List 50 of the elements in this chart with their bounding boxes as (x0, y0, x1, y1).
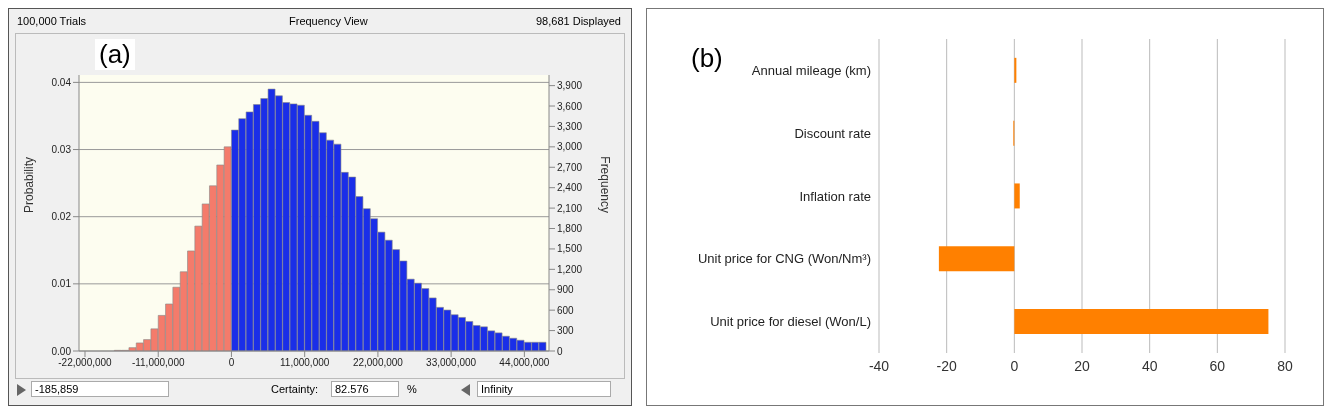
y-tick-label: 0.00 (51, 345, 72, 357)
y-axis-title: Probability (22, 156, 37, 213)
y-tick-label: Annual mileage (km) (751, 63, 871, 79)
x-tick-label: -40 (868, 357, 890, 374)
y-tick-label: 0.01 (51, 278, 72, 290)
y2-tick-label: 600 (557, 304, 575, 316)
text: (a) (95, 39, 135, 70)
y2-tick-label: 900 (557, 284, 575, 296)
y2-tick-label: 2,100 (557, 202, 583, 214)
y2-axis-title: Frequency (597, 156, 612, 213)
x-tick-label: 60 (1209, 357, 1226, 374)
y2-tick-label: 2,700 (557, 161, 583, 173)
y2-tick-label: 2,400 (557, 182, 583, 194)
x-tick-label: 40 (1141, 357, 1158, 374)
y2-tick-label: 1,800 (557, 223, 583, 235)
x-tick-label: 80 (1277, 357, 1293, 374)
text: 100,000 Trials (17, 15, 87, 27)
x-tick-label: 33,000,000 (426, 357, 477, 369)
x-tick-label: 22,000,000 (352, 357, 404, 369)
text: (b) (691, 43, 723, 74)
y-tick-label: Unit price for diesel (Won/L) (710, 314, 871, 330)
x-tick-label: 11,000,000 (280, 357, 330, 369)
y2-tick-label: 3,300 (557, 120, 583, 132)
x-tick-label: -11,000,000 (131, 357, 185, 369)
y-tick-label: 0.02 (51, 211, 72, 223)
text: -185,859 (31, 381, 169, 397)
x-tick-label: 44,000,000 (499, 357, 550, 369)
y-tick-label: Discount rate (794, 125, 871, 141)
y2-tick-label: 3,000 (557, 141, 583, 153)
text: Certainty: (271, 383, 319, 395)
text: 82.576 (331, 381, 399, 397)
y-tick-label: 0.04 (51, 76, 72, 88)
y2-tick-label: 3,900 (557, 80, 583, 92)
x-tick-label: -20 (936, 357, 957, 374)
y-tick-label: Inflation rate (799, 188, 871, 204)
text: Frequency View (289, 15, 368, 27)
text: 98,681 Displayed (535, 15, 621, 27)
x-tick-label: 20 (1074, 357, 1090, 374)
x-tick-label: 0 (1010, 357, 1019, 374)
y2-tick-label: 1,500 (557, 243, 583, 255)
y-tick-label: Unit price for CNG (Won/Nm³) (697, 251, 871, 267)
y2-tick-label: 3,600 (557, 100, 583, 112)
y2-tick-label: 300 (557, 325, 575, 337)
y-tick-label: 0.03 (51, 144, 72, 156)
y2-tick-label: 1,200 (557, 263, 583, 275)
x-tick-label: -22,000,000 (58, 357, 113, 369)
text: % (407, 383, 417, 395)
y2-tick-label: 0 (557, 345, 563, 357)
x-tick-label: 0 (228, 357, 235, 369)
text: Infinity (477, 381, 611, 397)
